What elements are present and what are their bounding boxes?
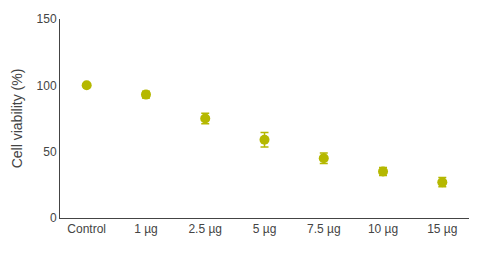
- svg-text:100: 100: [37, 79, 57, 93]
- svg-text:150: 150: [37, 12, 57, 26]
- svg-text:Control: Control: [67, 222, 106, 236]
- svg-text:7.5 µg: 7.5 µg: [307, 222, 341, 236]
- svg-text:2.5 µg: 2.5 µg: [188, 222, 222, 236]
- svg-text:Cell viability (%): Cell viability (%): [9, 69, 25, 169]
- svg-text:15 µg: 15 µg: [427, 222, 457, 236]
- svg-text:5 µg: 5 µg: [253, 222, 277, 236]
- svg-text:0: 0: [50, 211, 57, 225]
- svg-text:50: 50: [43, 145, 57, 159]
- svg-text:1 µg: 1 µg: [134, 222, 158, 236]
- svg-text:10 µg: 10 µg: [368, 222, 398, 236]
